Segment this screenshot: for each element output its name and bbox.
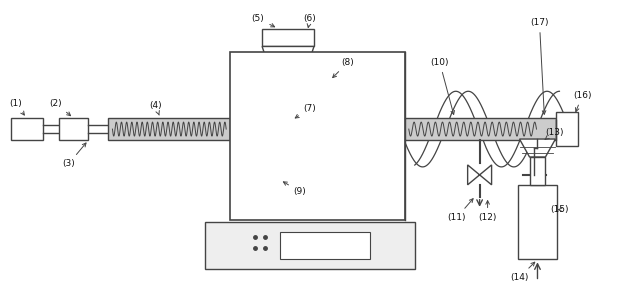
Text: (8): (8) <box>332 58 354 78</box>
Polygon shape <box>262 47 314 111</box>
Polygon shape <box>520 139 556 157</box>
Text: (17): (17) <box>530 18 549 114</box>
Bar <box>205 222 415 269</box>
Text: (13): (13) <box>545 127 564 140</box>
Text: (11): (11) <box>447 199 473 222</box>
Bar <box>59 118 88 140</box>
Bar <box>11 118 43 140</box>
Bar <box>517 185 557 260</box>
Polygon shape <box>468 165 491 185</box>
Text: (1): (1) <box>9 99 24 115</box>
Bar <box>556 112 578 146</box>
Text: (14): (14) <box>510 262 535 282</box>
Text: (16): (16) <box>573 91 591 112</box>
Text: (7): (7) <box>295 104 316 118</box>
Text: (3): (3) <box>62 143 86 168</box>
Text: (2): (2) <box>49 99 70 116</box>
Bar <box>284 111 292 141</box>
Text: (15): (15) <box>550 205 569 214</box>
Text: (10): (10) <box>431 58 454 114</box>
Bar <box>230 53 405 220</box>
Text: (4): (4) <box>149 101 162 115</box>
Bar <box>530 157 546 185</box>
Bar <box>108 118 230 140</box>
Text: (5): (5) <box>252 14 274 27</box>
Text: (6): (6) <box>303 14 316 27</box>
Bar <box>280 232 370 260</box>
Bar <box>262 29 314 47</box>
Bar <box>405 118 556 140</box>
Text: (9): (9) <box>284 182 307 196</box>
Text: (12): (12) <box>478 201 497 222</box>
